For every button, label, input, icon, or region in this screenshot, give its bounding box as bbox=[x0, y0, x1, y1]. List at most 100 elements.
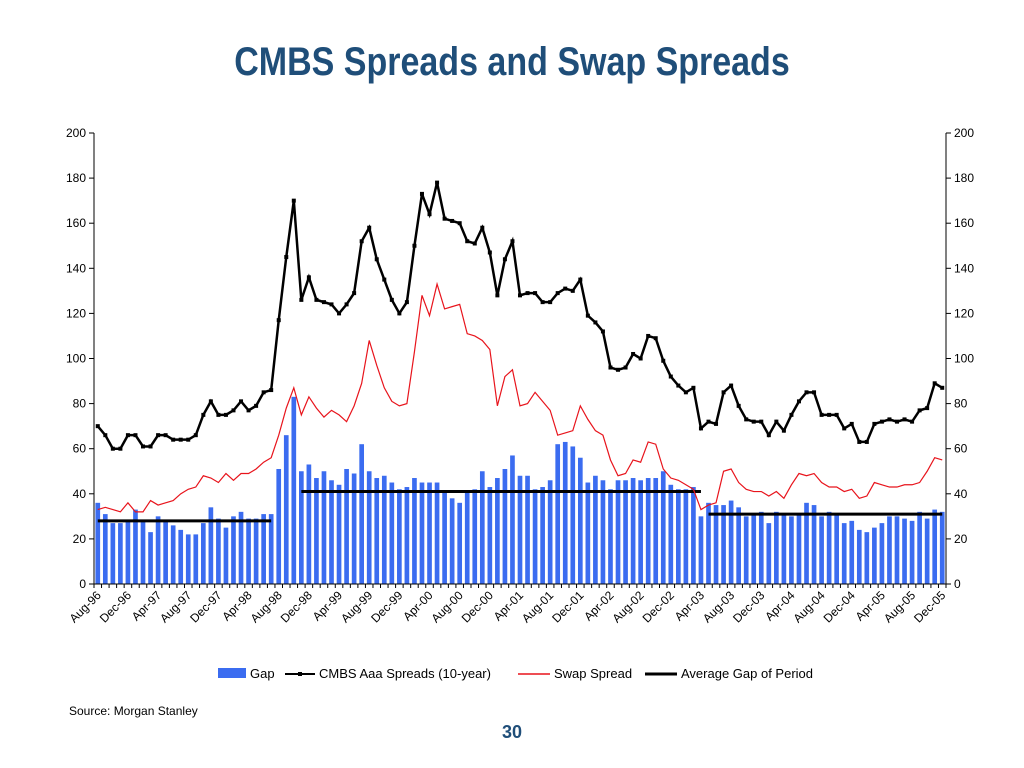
y-tick-label-left: 40 bbox=[73, 487, 87, 501]
cmbs-point bbox=[842, 426, 847, 431]
cmbs-point bbox=[533, 291, 538, 296]
x-tick-label: Aug-96 bbox=[67, 588, 104, 625]
x-tick-label: Aug-98 bbox=[248, 588, 285, 625]
gap-bar bbox=[675, 489, 681, 584]
gap-bar bbox=[389, 482, 395, 584]
y-tick-label-right: 120 bbox=[954, 306, 974, 320]
gap-bar bbox=[796, 514, 802, 584]
swap-spread-series bbox=[97, 281, 943, 513]
cmbs-point bbox=[751, 419, 756, 424]
cmbs-point bbox=[714, 421, 719, 426]
cmbs-point bbox=[570, 288, 575, 293]
x-tick-label: Aug-03 bbox=[700, 588, 737, 625]
cmbs-point bbox=[721, 390, 726, 395]
cmbs-point bbox=[563, 286, 568, 291]
cmbs-point bbox=[208, 399, 213, 404]
x-tick-label: Dec-02 bbox=[640, 588, 677, 625]
legend-label-cmbs: CMBS Aaa Spreads (10-year) bbox=[319, 666, 491, 681]
gap-bar bbox=[547, 480, 553, 584]
cmbs-point bbox=[540, 300, 545, 305]
gap-bar bbox=[306, 464, 312, 584]
gap-bar bbox=[200, 523, 206, 584]
gap-bar bbox=[95, 502, 101, 584]
cmbs-point bbox=[367, 225, 372, 230]
gap-bar bbox=[841, 523, 847, 584]
cmbs-point bbox=[548, 300, 553, 305]
gap-bar bbox=[102, 514, 108, 584]
cmbs-point bbox=[932, 381, 937, 386]
cmbs-point bbox=[427, 212, 432, 217]
cmbs-point bbox=[374, 257, 379, 262]
y-tick-label-left: 200 bbox=[66, 126, 86, 140]
gap-bar bbox=[329, 480, 334, 584]
cmbs-point bbox=[910, 419, 915, 424]
legend: Gap CMBS Aaa Spreads (10-year) Swap Spread… bbox=[218, 666, 813, 681]
y-tick-label-left: 160 bbox=[66, 216, 86, 230]
gap-bar bbox=[630, 478, 636, 584]
gap-bar bbox=[683, 489, 689, 584]
gap-bar bbox=[653, 478, 659, 584]
cmbs-point bbox=[593, 320, 598, 325]
cmbs-point bbox=[608, 365, 613, 370]
gap-bar bbox=[351, 473, 357, 584]
gap-bar bbox=[856, 529, 862, 584]
cmbs-point bbox=[314, 297, 319, 302]
cmbs-point bbox=[487, 250, 492, 255]
gap-bar bbox=[781, 514, 787, 584]
cmbs-point bbox=[804, 390, 809, 395]
gap-bar bbox=[374, 478, 380, 584]
gap-bar bbox=[834, 514, 840, 584]
gap-bar bbox=[291, 396, 297, 584]
gap-bars bbox=[95, 396, 945, 584]
x-tick-label: Dec-99 bbox=[368, 588, 405, 625]
gap-bar bbox=[608, 489, 613, 584]
cmbs-point bbox=[246, 408, 251, 413]
cmbs-point bbox=[171, 437, 176, 442]
x-tick-label: Dec-03 bbox=[730, 588, 767, 625]
gap-bar bbox=[140, 520, 146, 584]
cmbs-point bbox=[812, 390, 817, 395]
gap-bar bbox=[216, 518, 221, 584]
gap-bar bbox=[577, 457, 583, 584]
gap-bar bbox=[774, 511, 779, 584]
gap-bar bbox=[623, 480, 628, 584]
gap-bar bbox=[457, 502, 463, 584]
gap-bar bbox=[449, 498, 455, 584]
gap-bar bbox=[728, 500, 734, 584]
cmbs-point bbox=[894, 419, 899, 424]
gap-bar bbox=[789, 516, 794, 584]
cmbs-point bbox=[796, 399, 801, 404]
y-tick-label-right: 100 bbox=[954, 352, 974, 366]
gap-bar bbox=[758, 511, 764, 584]
x-tick-label: Aug-04 bbox=[790, 588, 827, 625]
cmbs-point bbox=[646, 333, 651, 338]
x-tick-label: Aug-00 bbox=[429, 588, 466, 625]
gap-bar bbox=[193, 534, 199, 584]
y-tick-label-left: 100 bbox=[66, 352, 86, 366]
cmbs-point bbox=[834, 412, 839, 417]
cmbs-point bbox=[623, 365, 628, 370]
gap-bar bbox=[706, 502, 711, 584]
gap-bar bbox=[826, 511, 832, 584]
cmbs-spread-line bbox=[96, 182, 943, 450]
gap-bar bbox=[344, 468, 349, 584]
gap-bar bbox=[864, 532, 870, 584]
gap-bar bbox=[562, 441, 568, 584]
cmbs-point bbox=[925, 406, 930, 411]
y-tick-label-left: 140 bbox=[66, 261, 86, 275]
cmbs-point bbox=[819, 412, 824, 417]
gap-bar bbox=[170, 525, 176, 584]
average-gap-lines bbox=[97, 490, 943, 523]
gap-bar bbox=[525, 475, 530, 584]
y-tick-label-left: 20 bbox=[73, 532, 87, 546]
cmbs-point bbox=[902, 417, 907, 422]
gap-bar bbox=[932, 509, 938, 584]
cmbs-point bbox=[276, 318, 281, 323]
x-tick-label: Aug-97 bbox=[157, 588, 194, 625]
y-tick-label-right: 200 bbox=[954, 126, 974, 140]
cmbs-spread-series bbox=[95, 180, 945, 451]
cmbs-point bbox=[337, 311, 342, 316]
gap-bar bbox=[366, 471, 372, 584]
legend-marker-cmbs bbox=[298, 672, 302, 676]
cmbs-point bbox=[284, 255, 289, 260]
